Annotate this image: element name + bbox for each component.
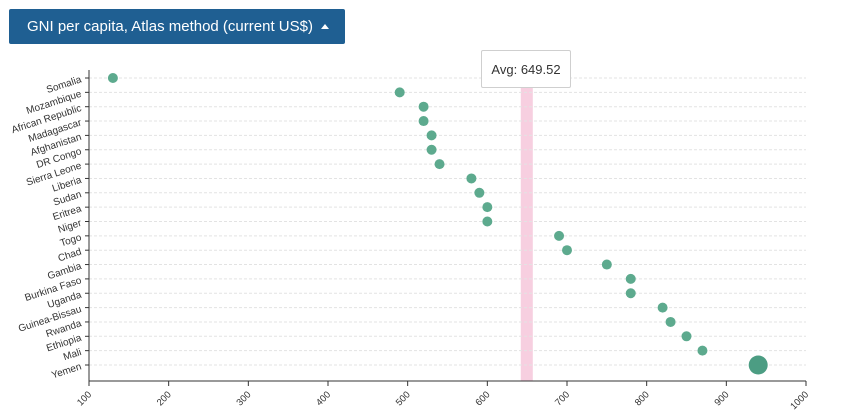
data-point: [697, 345, 708, 356]
data-point: [681, 331, 692, 342]
data-point: [625, 273, 636, 284]
data-point: [657, 302, 668, 313]
x-tick-label: 400: [314, 389, 333, 408]
data-point: [601, 259, 612, 270]
x-tick-label: 600: [473, 389, 492, 408]
x-tick-label: 900: [712, 389, 731, 408]
average-value: 649.52: [520, 61, 561, 77]
data-point: [394, 87, 405, 98]
data-point: [434, 159, 445, 170]
x-tick-label: 800: [633, 389, 652, 408]
y-tick-label: Yemen: [50, 361, 83, 381]
caret-up-icon: [320, 24, 329, 29]
x-tick-label: 200: [155, 389, 174, 408]
x-tick-label: 100: [75, 389, 94, 408]
y-tick-label: Mali: [62, 347, 83, 363]
data-point: [474, 187, 485, 198]
average-prefix: Avg:: [491, 61, 518, 77]
average-tooltip: Avg: 649.52: [481, 50, 571, 88]
x-tick-label: 1000: [788, 389, 811, 412]
data-point: [418, 116, 429, 127]
average-band: [520, 87, 533, 381]
data-point: [426, 130, 437, 141]
indicator-selector[interactable]: GNI per capita, Atlas method (current US…: [9, 9, 345, 44]
data-point: [562, 245, 572, 256]
x-tick-label: 700: [553, 389, 572, 408]
data-point: [482, 202, 493, 213]
x-tick-label: 300: [234, 389, 253, 408]
data-point: [748, 355, 768, 375]
x-tick-label: 500: [394, 389, 413, 408]
data-point: [554, 230, 565, 241]
indicator-selector-label: GNI per capita, Atlas method (current US…: [27, 18, 313, 35]
data-point: [482, 216, 493, 227]
data-point: [466, 173, 477, 184]
data-point: [665, 316, 676, 327]
data-point: [625, 288, 636, 299]
data-point: [418, 101, 429, 112]
data-point: [107, 73, 118, 83]
data-point: [426, 144, 437, 155]
